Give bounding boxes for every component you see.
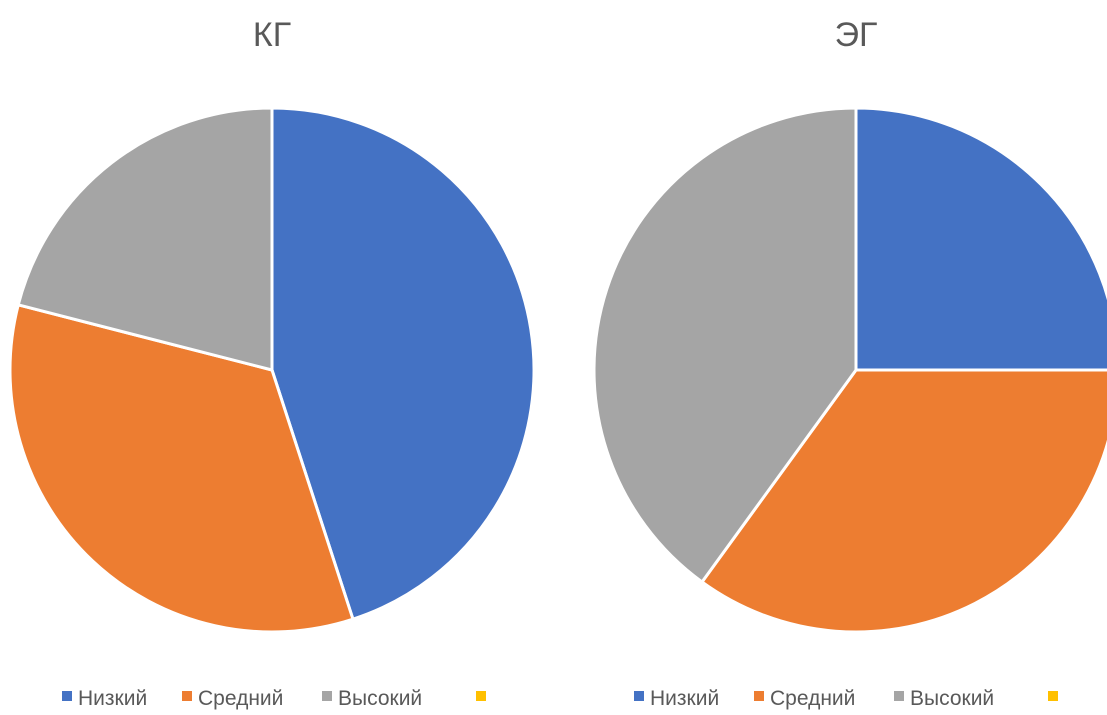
legend-swatch	[182, 691, 192, 701]
legend-label: Средний	[198, 687, 283, 710]
pie-slices	[592, 106, 1107, 634]
legend-label: Высокий	[338, 687, 422, 710]
chart-title: КГ	[253, 16, 291, 54]
pie-slice-Низкий	[270, 106, 536, 621]
legend-swatch	[476, 691, 486, 701]
legend-label: Средний	[770, 687, 855, 710]
pie-slice-Высокий	[592, 106, 858, 584]
legend-label: Низкий	[78, 687, 147, 710]
legend: Низкий Средний Высокий	[634, 687, 1058, 710]
legend-swatch	[62, 691, 72, 701]
legend-swatch	[634, 691, 644, 701]
pie-chart-eg: ЭГ Низкий Средний Высокий	[592, 16, 1107, 710]
pie-slice-Средний	[700, 368, 1107, 634]
legend-swatch	[754, 691, 764, 701]
pie-slice-Средний	[8, 303, 355, 634]
pie-slice-Высокий	[16, 106, 274, 372]
legend: Низкий Средний Высокий	[62, 687, 486, 710]
legend-swatch	[894, 691, 904, 701]
chart-title: ЭГ	[835, 16, 878, 54]
pie-slices	[8, 106, 536, 634]
legend-swatch	[322, 691, 332, 701]
pie-slice-Низкий	[854, 106, 1107, 372]
legend-swatch	[1048, 691, 1058, 701]
legend-label: Высокий	[910, 687, 994, 710]
legend-label: Низкий	[650, 687, 719, 710]
pie-chart-kg: КГ Низкий Средний Высокий	[8, 16, 536, 710]
